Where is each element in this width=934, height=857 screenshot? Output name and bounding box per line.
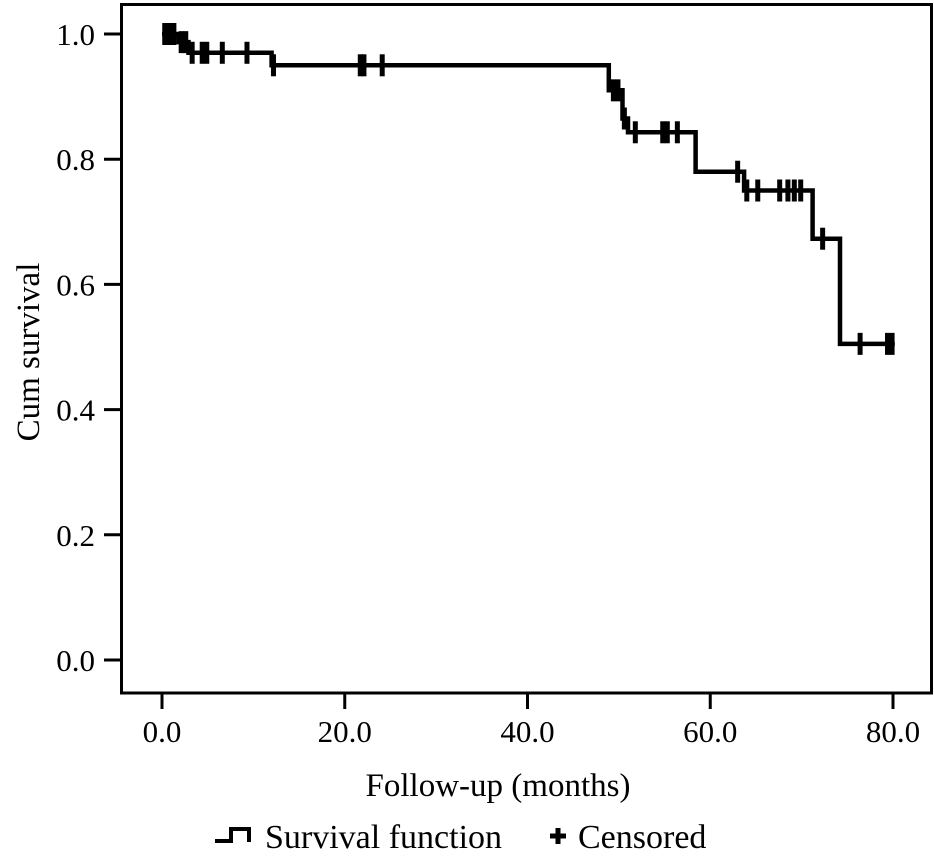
y-tick-label: 0.4: [56, 393, 95, 428]
y-tick-label: 0.0: [56, 643, 95, 678]
y-tick-label: 0.2: [56, 518, 95, 553]
y-tick-label: 0.6: [56, 267, 95, 302]
y-tick-label: 0.8: [56, 142, 95, 177]
legend-step-glyph: [215, 827, 251, 843]
legend-plus-icon: [550, 828, 566, 844]
x-tick-label: 40.0: [500, 714, 554, 749]
x-tick-label: 0.0: [143, 714, 182, 749]
survival-curve: [162, 31, 895, 347]
y-axis-title: Cum survival: [11, 263, 47, 442]
censor-marks: [162, 23, 895, 355]
survival-step-line: [162, 31, 895, 347]
x-axis-title: Follow-up (months): [366, 768, 631, 804]
y-tick-label: 1.0: [56, 17, 95, 52]
legend: Survival function Censored: [215, 819, 706, 856]
x-tick-label: 80.0: [866, 714, 920, 749]
x-axis-ticks: 0.0 20.0 40.0 60.0 80.0: [143, 693, 920, 749]
legend-censored-label: Censored: [578, 819, 706, 852]
legend-survival-label: Survival function: [265, 819, 502, 852]
y-axis-ticks: 0.0 0.2 0.4 0.6 0.8 1.0: [56, 17, 122, 678]
plot-border: [120, 3, 933, 695]
x-tick-label: 60.0: [683, 714, 737, 749]
x-tick-label: 20.0: [318, 714, 372, 749]
